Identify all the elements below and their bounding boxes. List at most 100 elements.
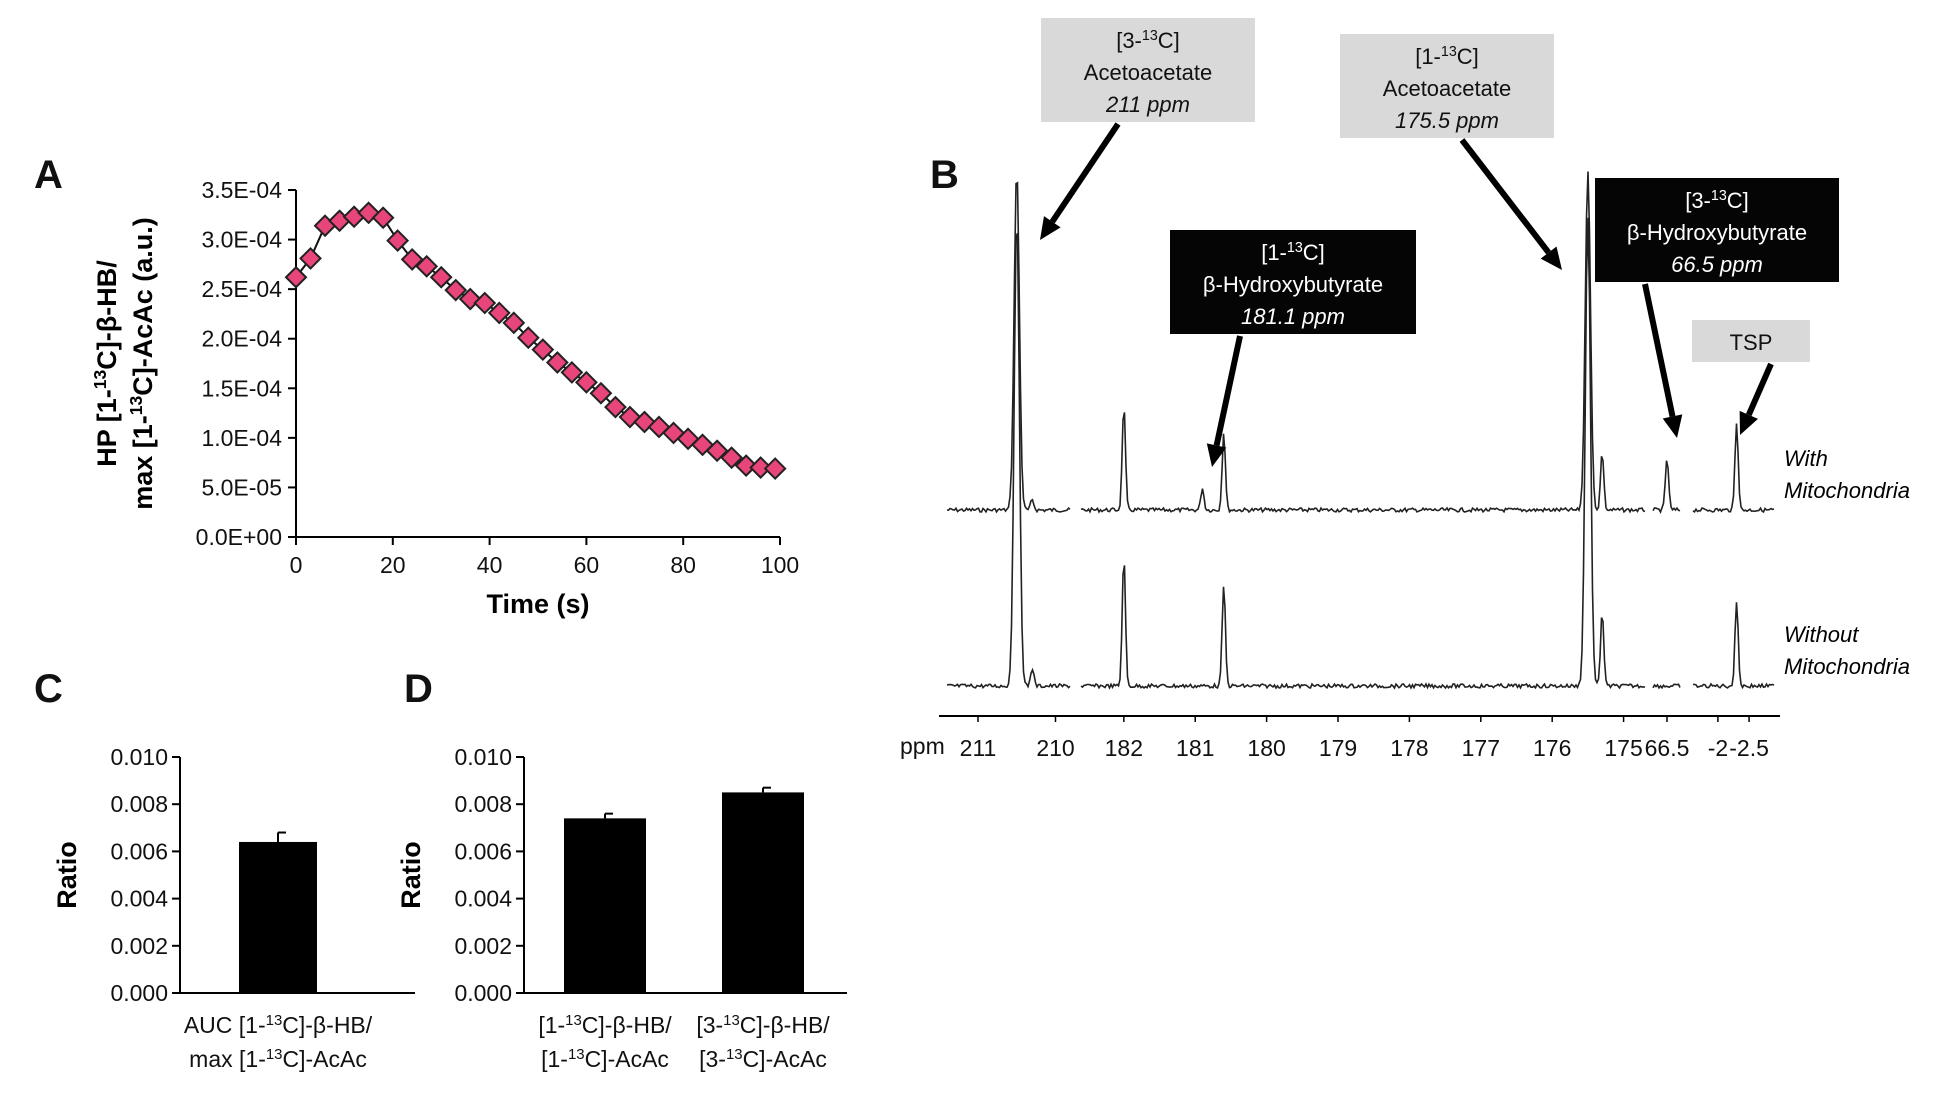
series-label-1: Without <box>1784 622 1859 647</box>
data-point-a <box>415 254 439 278</box>
annotation-arrow <box>1213 335 1243 447</box>
annotation-arrow <box>1459 138 1551 255</box>
x-tick-label-b: 210 <box>1036 735 1074 761</box>
panel-c-bar-chart: 0.000 0.002 0.004 0.006 0.008 0.010 Ratio AUC [… <box>52 744 415 1072</box>
annotation-arrow <box>1746 362 1774 417</box>
panel-label-a: A <box>34 153 63 197</box>
panel-d-bar-chart: 0.000 0.002 0.004 0.006 0.008 0.010 Ratio [1-13… <box>396 744 847 1072</box>
y-tick-label-a: 5.0E-05 <box>201 474 282 500</box>
y-tick-label-d: 0.002 <box>454 933 512 959</box>
y-tick-label-c: 0.004 <box>110 886 168 912</box>
annotation-arrow-head <box>1206 443 1227 467</box>
data-point-a <box>749 456 773 480</box>
data-point-a <box>386 229 410 252</box>
category-label-d: [3-13C]-AcAc <box>699 1046 827 1073</box>
y-tick-label-c: 0.010 <box>110 744 168 770</box>
x-tick-label-a: 40 <box>477 552 503 578</box>
annotation-isotope: [3-13C] <box>1685 188 1749 213</box>
data-point-a <box>531 338 555 362</box>
x-tick-label-a: 0 <box>290 552 303 578</box>
bar-d <box>564 818 646 993</box>
annotation-arrow-head <box>1040 216 1061 240</box>
panel-label-d: D <box>404 667 433 711</box>
y-tick-label-d: 0.004 <box>454 886 512 912</box>
annotation-compound: TSP <box>1730 330 1773 355</box>
data-point-a <box>502 311 526 335</box>
y-tick-label-c: 0.006 <box>110 838 168 864</box>
x-axis-unit-b: ppm <box>900 733 945 759</box>
panel-label-b: B <box>930 153 959 197</box>
x-tick-label-b: 182 <box>1105 735 1143 761</box>
x-tick-label-a: 80 <box>670 552 696 578</box>
x-tick-label-b: -2 <box>1708 735 1728 761</box>
annotation-arrow-head <box>1540 246 1562 270</box>
data-point-a <box>604 395 627 419</box>
annotation-shift: 211 ppm <box>1105 92 1190 117</box>
category-label-d: [1-13C]-β-HB/ <box>538 1012 672 1039</box>
x-tick-label-b: 181 <box>1176 735 1214 761</box>
data-point-a <box>429 265 453 289</box>
category-label-d: [3-13C]-β-HB/ <box>696 1012 830 1039</box>
annotation-shift: 175.5 ppm <box>1395 108 1499 133</box>
data-point-a <box>371 206 395 230</box>
data-point-a <box>400 247 424 271</box>
annotation-box <box>1340 34 1554 138</box>
y-tick-label-c: 0.000 <box>110 980 168 1006</box>
spectrum-with-mitochondria <box>1652 460 1681 514</box>
series-label-1: Mitochondria <box>1784 654 1910 679</box>
y-tick-label-a: 1.0E-04 <box>201 425 282 451</box>
data-point-a <box>545 351 569 374</box>
category-label-c: max [1-13C]-AcAc <box>189 1046 367 1073</box>
annotation-box <box>1041 18 1255 122</box>
y-tick-label-d: 0.010 <box>454 744 512 770</box>
data-point-a <box>589 381 613 405</box>
y-tick-label-a: 1.5E-04 <box>201 375 282 401</box>
spectrum-with-mitochondria <box>1692 423 1775 514</box>
annotation-box <box>1170 230 1416 334</box>
x-axis-title-a: Time (s) <box>486 589 589 619</box>
x-tick-label-a: 20 <box>380 552 406 578</box>
x-tick-label-b: 175 <box>1604 735 1642 761</box>
annotation-arrow-head <box>1739 410 1758 435</box>
data-point-a <box>763 457 787 481</box>
data-point-a <box>574 370 598 394</box>
x-tick-label-b: 180 <box>1247 735 1285 761</box>
panel-label-c: C <box>34 667 63 711</box>
annotation-arrow <box>1642 283 1676 418</box>
series-label-0: With <box>1784 446 1828 471</box>
data-point-a <box>734 454 758 478</box>
y-axis-title-a-line2: max [1-13C]-AcAc (a.u.) <box>126 217 158 510</box>
data-point-a <box>284 265 308 289</box>
bar-c <box>239 841 317 993</box>
category-label-c: AUC [1-13C]-β-HB/ <box>184 1012 373 1039</box>
y-tick-label-c: 0.002 <box>110 933 168 959</box>
annotation-box <box>1692 320 1810 362</box>
data-point-a <box>705 439 729 463</box>
bar-d <box>722 792 804 993</box>
x-tick-label-b: 179 <box>1319 735 1357 761</box>
spectrum-without-mitochondria <box>1652 683 1681 690</box>
data-point-a <box>560 361 584 384</box>
annotation-shift: 181.1 ppm <box>1241 304 1345 329</box>
data-point-a <box>444 278 468 302</box>
series-label-0: Mitochondria <box>1784 478 1910 503</box>
data-point-a <box>516 326 540 350</box>
y-tick-label-d: 0.008 <box>454 791 512 817</box>
x-tick-label-b: 176 <box>1533 735 1571 761</box>
annotation-arrow <box>1049 122 1121 224</box>
annotation-isotope: [1-13C] <box>1415 44 1479 69</box>
y-axis-title-a-line1: HP [1-13C]-β-HB/ <box>90 260 122 467</box>
x-tick-label-a: 60 <box>574 552 600 578</box>
annotation-arrow-head <box>1662 414 1683 438</box>
annotation-shift: 66.5 ppm <box>1671 252 1763 277</box>
x-tick-label-b: 177 <box>1462 735 1500 761</box>
y-tick-label-d: 0.000 <box>454 980 512 1006</box>
x-tick-label-b: 178 <box>1390 735 1428 761</box>
data-point-a <box>299 246 322 270</box>
y-tick-label-a: 3.5E-04 <box>201 177 282 203</box>
y-tick-label-c: 0.008 <box>110 791 168 817</box>
x-tick-label-b: 211 <box>960 735 997 761</box>
spectrum-with-mitochondria <box>946 181 1071 514</box>
spectrum-with-mitochondria <box>1080 171 1646 514</box>
